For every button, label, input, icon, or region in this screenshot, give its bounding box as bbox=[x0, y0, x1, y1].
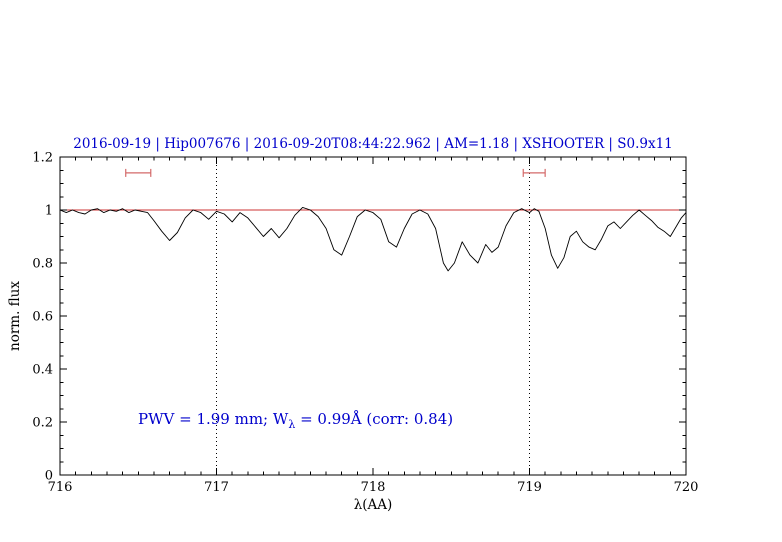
y-tick-label: 1 bbox=[45, 204, 53, 219]
x-tick-label: 717 bbox=[204, 480, 229, 495]
range-marker bbox=[522, 168, 546, 177]
spectrum-line bbox=[59, 206, 687, 272]
range-marker bbox=[125, 168, 152, 177]
pwv-annotation: PWV = 1.99 mm; Wλ = 0.99Å (corr: 0.84) bbox=[138, 410, 453, 431]
pwv-annotation-prefix: PWV = 1.99 mm; W bbox=[138, 410, 289, 428]
pwv-annotation-suffix: = 0.99Å (corr: 0.84) bbox=[295, 410, 454, 428]
y-tick-label: 0.2 bbox=[32, 416, 53, 431]
y-tick-label: 0.6 bbox=[32, 310, 53, 325]
y-tick-label: 0 bbox=[45, 469, 53, 484]
y-tick-label: 0.8 bbox=[32, 257, 53, 272]
x-tick-label: 716 bbox=[48, 480, 73, 495]
x-tick-label: 718 bbox=[361, 480, 386, 495]
x-axis-label: λ(AA) bbox=[354, 497, 393, 513]
y-tick-label: 0.4 bbox=[32, 363, 53, 378]
y-tick-label: 1.2 bbox=[32, 151, 53, 166]
chart-title: 2016-09-19 | Hip007676 | 2016-09-20T08:4… bbox=[73, 136, 673, 152]
y-axis-label: norm. flux bbox=[7, 281, 23, 351]
x-tick-label: 720 bbox=[674, 480, 699, 495]
x-tick-label: 719 bbox=[517, 480, 542, 495]
pwv-annotation-subscript: λ bbox=[288, 418, 296, 431]
